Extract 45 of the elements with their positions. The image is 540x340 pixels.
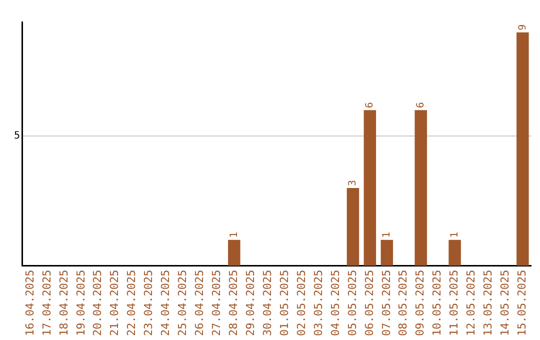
x-tick-label: 09.05.2025 (414, 270, 427, 336)
x-tick-label: 05.05.2025 (346, 270, 359, 336)
bar (380, 240, 394, 266)
data-label: 1 (228, 232, 240, 238)
x-tick-label: 30.04.2025 (260, 270, 274, 336)
x-tick-label: 20.04.2025 (91, 270, 104, 336)
x-tick-label: 08.05.2025 (396, 270, 410, 336)
x-tick-label: 17.04.2025 (40, 270, 54, 336)
x-tick-label: 27.04.2025 (210, 270, 224, 336)
x-tick-label: 06.05.2025 (362, 270, 376, 336)
x-tick-label: 21.04.2025 (108, 270, 122, 336)
x-tick-label: 15.05.2025 (516, 270, 529, 336)
x-tick-label: 13.05.2025 (482, 270, 495, 336)
data-label: 3 (348, 180, 359, 186)
x-tick-label: 19.04.2025 (74, 270, 88, 336)
x-tick-label: 18.04.2025 (57, 270, 70, 336)
bar (516, 32, 529, 266)
bar (448, 240, 461, 266)
x-tick-label: 14.05.2025 (498, 270, 512, 336)
y-tick-label: 5 (14, 130, 20, 142)
x-tick-label: 04.05.2025 (328, 270, 342, 336)
bar (228, 240, 240, 266)
data-label: 6 (415, 102, 426, 108)
data-label: 9 (517, 24, 528, 30)
bar (346, 188, 360, 266)
bar (414, 110, 427, 266)
x-tick-label: 28.04.2025 (227, 270, 240, 336)
x-tick-label: 22.04.2025 (125, 270, 138, 336)
bar (364, 110, 376, 266)
x-tick-label: 25.04.2025 (176, 270, 190, 336)
x-tick-label: 10.05.2025 (430, 270, 444, 336)
x-tick-label: 26.04.2025 (193, 270, 206, 336)
data-label: 6 (364, 102, 376, 108)
x-tick-label: 29.04.2025 (244, 270, 257, 336)
x-tick-label: 23.04.2025 (142, 270, 156, 336)
x-tick-label: 11.05.2025 (448, 270, 461, 336)
data-label: 1 (381, 232, 392, 238)
x-tick-label: 02.05.2025 (294, 270, 308, 336)
x-tick-label: 12.05.2025 (464, 270, 478, 336)
x-tick-label: 24.04.2025 (159, 270, 172, 336)
data-label: 1 (449, 232, 460, 238)
x-tick-label: 03.05.2025 (312, 270, 325, 336)
x-tick-label: 16.04.2025 (23, 270, 36, 336)
x-tick-label: 07.05.2025 (380, 270, 393, 336)
x-tick-label: 01.05.2025 (278, 270, 291, 336)
